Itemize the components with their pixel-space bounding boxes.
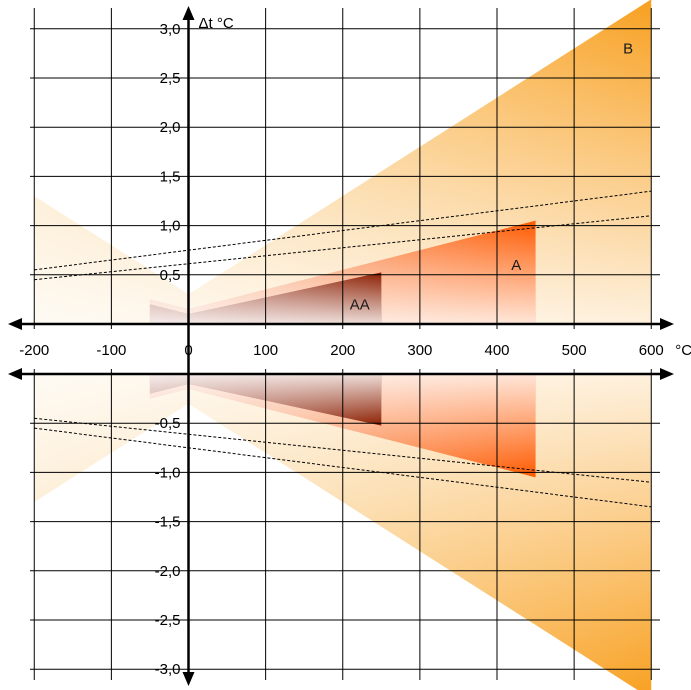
- y-tick-label: 2,0: [160, 119, 181, 136]
- x-tick-label: 600: [639, 342, 664, 359]
- y-tick-label: -1,5: [155, 514, 181, 531]
- y-tick-label: 2,5: [160, 70, 181, 87]
- x-tick-label: 100: [253, 342, 278, 359]
- y-tick-label: -0,5: [155, 415, 181, 432]
- grid: [30, 8, 660, 680]
- class-label-b: B: [623, 40, 633, 57]
- x-axis-arrow-left: [8, 318, 22, 330]
- y-axis-arrow-down: [182, 672, 195, 686]
- reference-line-positive-2: [34, 215, 652, 281]
- x-axis-arrow-right: [660, 318, 674, 330]
- x-tick-label: -200: [19, 342, 49, 359]
- y-axis-arrow-up: [182, 6, 195, 20]
- class-label-aa: AA: [350, 296, 370, 313]
- y-tick-label: 1,5: [160, 168, 181, 185]
- tick-labels: -200 -100 0 100 200 300 400 500 600 °C 3,0 2,5 2,0 1,…: [19, 15, 691, 678]
- x-axis-unit: °C: [675, 342, 691, 359]
- class-label-a: A: [511, 257, 521, 274]
- reference-line-negative-1: [34, 427, 652, 508]
- x-tick-label: 300: [407, 342, 432, 359]
- x-axis-arrow-left: [8, 368, 22, 380]
- reference-line-negative-2: [34, 417, 652, 483]
- x-axis-arrow-right: [660, 368, 674, 380]
- x-tick-label: 500: [562, 342, 587, 359]
- y-tick-label: -2,5: [155, 612, 181, 629]
- y-tick-label: 0,5: [160, 267, 181, 284]
- y-tick-label: -3,0: [155, 661, 181, 678]
- y-tick-label: 1,0: [160, 218, 181, 235]
- reference-lines: [34, 190, 652, 508]
- y-tick-label: 3,0: [160, 21, 181, 38]
- x-tick-label: 400: [484, 342, 509, 359]
- y-axis-label: Δt °C: [199, 15, 234, 32]
- y-tick-label: -2,0: [155, 563, 181, 580]
- y-tick-label: -1,0: [155, 464, 181, 481]
- axes: [8, 6, 674, 686]
- x-tick-label: -100: [96, 342, 126, 359]
- reference-line-positive-1: [34, 190, 652, 271]
- x-tick-label: 200: [330, 342, 355, 359]
- x-tick-label: 0: [184, 342, 192, 359]
